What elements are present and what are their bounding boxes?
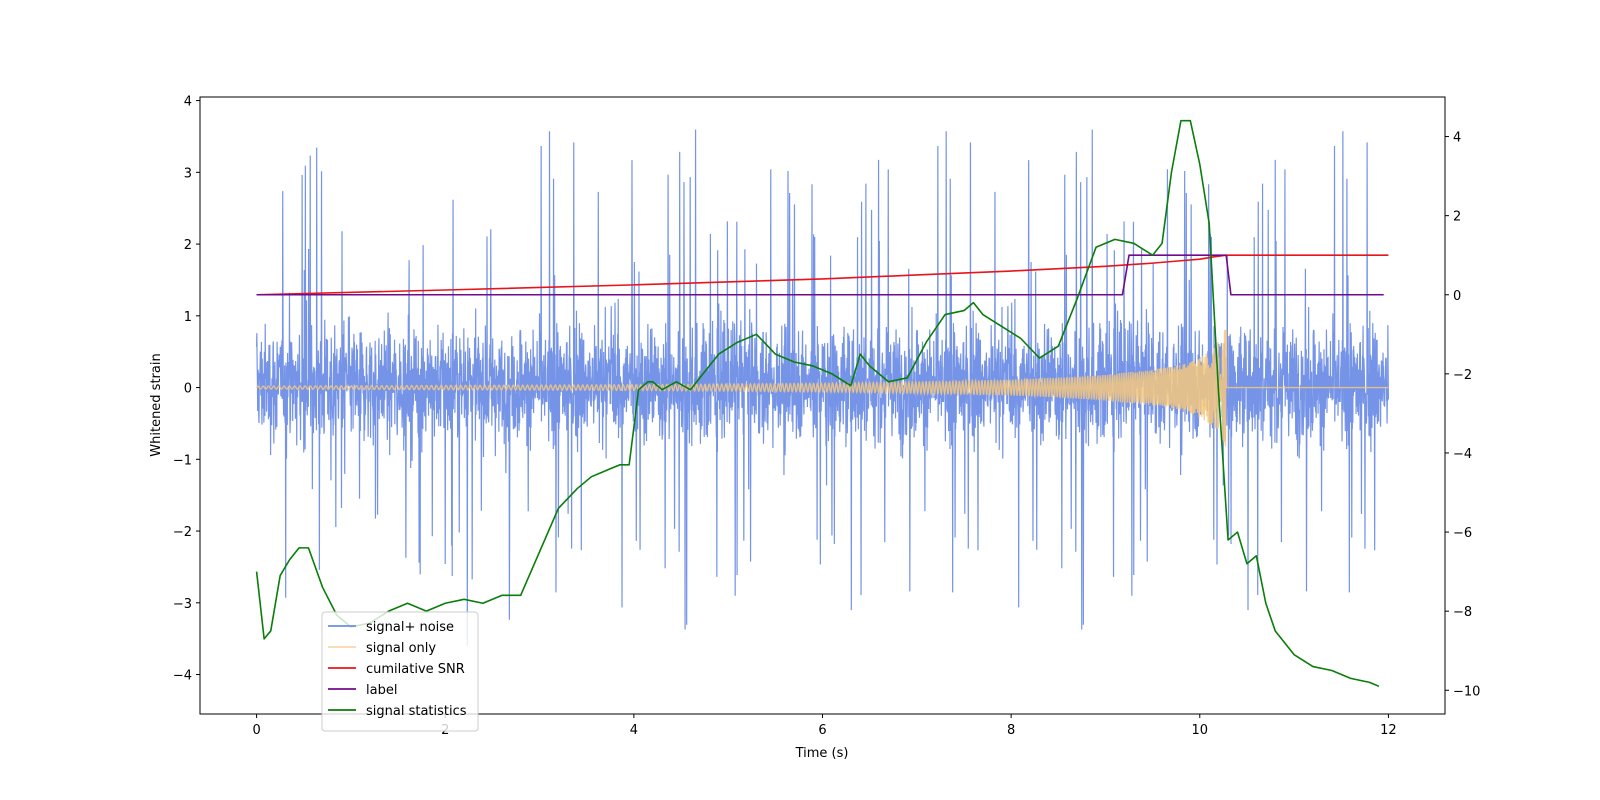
x-axis-label: Time (s) (795, 746, 849, 761)
x-tick-label: 4 (630, 723, 638, 738)
y-axis-label: Whitened strain (149, 353, 164, 456)
legend: signal+ noise signal only cumilative SNR la… (321, 611, 479, 732)
x-tick-label: 6 (818, 723, 826, 738)
legend-label: signal only (366, 641, 436, 656)
x-tick-label: 8 (1007, 723, 1015, 738)
y-tick-label: 1 (184, 310, 192, 325)
y-tick-label: 3 (184, 166, 192, 181)
y-tick-label: 0 (184, 382, 192, 397)
y2-tick-label: 4 (1453, 131, 1461, 146)
series-signal-noise (255, 129, 1390, 646)
series-layer (255, 119, 1390, 688)
y2-tick-label: 2 (1453, 210, 1461, 225)
y2-tick-label: −6 (1453, 526, 1472, 541)
series-signal-statistics (255, 119, 1380, 688)
x-tick-label: 0 (252, 723, 260, 738)
y-tick-label: 2 (184, 238, 192, 253)
y-tick-label: −4 (173, 669, 192, 684)
y-tick-label: −3 (173, 597, 192, 612)
x-tick-label: 12 (1380, 723, 1397, 738)
y-tick-label: −2 (173, 525, 192, 540)
y-tick-label: −1 (173, 453, 192, 468)
legend-label: signal statistics (366, 704, 467, 719)
y-tick-label: 4 (184, 95, 192, 110)
y2-tick-label: −2 (1453, 368, 1472, 383)
series-signal-only (255, 329, 1389, 447)
legend-label: label (366, 683, 397, 698)
y2-tick-label: −10 (1453, 684, 1480, 699)
y2-tick-label: 0 (1453, 289, 1461, 304)
legend-box (321, 611, 479, 732)
legend-label: cumilative SNR (366, 662, 465, 677)
y2-tick-label: −4 (1453, 447, 1472, 462)
legend-label: signal+ noise (366, 620, 454, 635)
series-label (256, 254, 1384, 296)
x-tick-label: 10 (1191, 723, 1208, 738)
y2-tick-label: −8 (1453, 605, 1472, 620)
